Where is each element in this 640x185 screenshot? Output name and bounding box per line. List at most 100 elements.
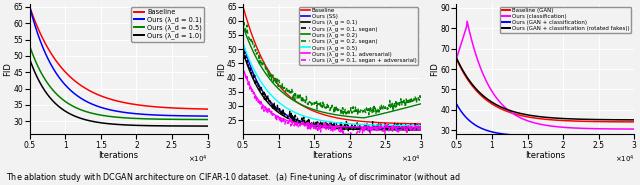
Line: Ours (λ_d = 0.5): Ours (λ_d = 0.5) bbox=[29, 46, 207, 120]
Ours (λ_g = 0.5) bbox=[367, 124, 375, 126]
Ours (λ_g = 0.1, segan) bbox=[297, 120, 305, 122]
X-axis label: Iterations: Iterations bbox=[99, 151, 139, 160]
Ours (λ_g = 0.5) bbox=[351, 123, 359, 125]
Ours (λ_g = 0.2) bbox=[297, 103, 305, 106]
Ours (λ_g = 0.1, segan) bbox=[417, 125, 425, 127]
Ours (λ_g = 0.2) bbox=[260, 71, 268, 73]
Baseline bbox=[204, 108, 211, 110]
Ours (λ_g = 0.1, adversarial) bbox=[297, 123, 305, 125]
Baseline bbox=[297, 104, 305, 106]
Ours (SS) bbox=[367, 127, 375, 129]
Ours (classification) bbox=[582, 127, 590, 130]
Ours (classification) bbox=[581, 127, 589, 130]
Ours (λ_g = 0.1, segan + adversarial) bbox=[341, 138, 349, 140]
Ours (λ_g = 0.1, segan + adversarial) bbox=[417, 130, 425, 132]
Text: $\times10^4$: $\times10^4$ bbox=[614, 154, 634, 165]
Ours (SS) bbox=[310, 123, 317, 125]
Ours (SS) bbox=[297, 120, 305, 122]
Ours (λ_d = 0.5) bbox=[84, 111, 92, 113]
Ours (λ_g = 0.1, segan) bbox=[365, 131, 373, 133]
Ours (λ_g = 0.1, segan + adversarial) bbox=[260, 107, 268, 109]
X-axis label: Iterations: Iterations bbox=[525, 151, 565, 160]
Ours (λ_g = 0.1) bbox=[351, 128, 359, 130]
Line: Baseline: Baseline bbox=[243, 7, 421, 124]
Legend: Baseline, Ours (SS), Ours (λ_g = 0.1), Ours (λ_g = 0.1, segan), Ours (λ_g = 0.2): Baseline, Ours (SS), Ours (λ_g = 0.1), O… bbox=[300, 6, 418, 65]
Ours (classification) bbox=[511, 114, 518, 116]
Ours (λ_g = 0.2) bbox=[417, 103, 425, 105]
Ours (λ_g = 0.1) bbox=[239, 51, 247, 53]
Ours (λ_g = 0.1) bbox=[310, 125, 317, 127]
Ours (λ_g = 0.2) bbox=[351, 116, 359, 118]
Legend: Baseline (GAN), Ours (classification), Ours (GAN + classification), Ours (GAN + : Baseline (GAN), Ours (classification), O… bbox=[500, 6, 632, 33]
Ours (λ_g = 0.1, segan) bbox=[239, 48, 247, 50]
Line: Ours (λ_g = 0.2, segan): Ours (λ_g = 0.2, segan) bbox=[243, 17, 421, 115]
Ours (λ_g = 0.1, segan + adversarial) bbox=[239, 70, 247, 72]
Ours (λ_g = 0.1, adversarial) bbox=[369, 126, 376, 128]
Ours (λ_g = 0.1) bbox=[369, 129, 376, 131]
Line: Baseline (GAN): Baseline (GAN) bbox=[456, 59, 634, 122]
Baseline bbox=[351, 120, 359, 122]
Baseline bbox=[96, 95, 104, 97]
Line: Baseline: Baseline bbox=[29, 7, 207, 109]
Ours (λ_d = 0.5) bbox=[96, 114, 104, 116]
Ours (λ_g = 0.1, segan + adversarial) bbox=[297, 123, 305, 125]
Ours (λ_d = 0.1) bbox=[96, 106, 104, 108]
Line: Ours (λ_d = 0.1): Ours (λ_d = 0.1) bbox=[29, 7, 207, 116]
Ours (λ_g = 0.2, segan) bbox=[297, 95, 305, 97]
Ours (λ_g = 0.2) bbox=[368, 115, 376, 117]
Ours (λ_g = 0.1, segan) bbox=[369, 120, 376, 123]
X-axis label: Iterations: Iterations bbox=[312, 151, 352, 160]
Ours (λ_g = 0.1) bbox=[417, 129, 425, 131]
Ours (λ_g = 0.1, adversarial) bbox=[310, 124, 317, 127]
Ours (λ_d = 0.1) bbox=[154, 114, 162, 116]
Ours (classification) bbox=[474, 60, 482, 63]
Ours (SS) bbox=[239, 42, 247, 45]
Line: Ours (λ_g = 0.1, adversarial): Ours (λ_g = 0.1, adversarial) bbox=[243, 69, 421, 127]
Ours (GAN + classification (rotated fakes)) bbox=[630, 119, 638, 121]
Ours (λ_d = 1.0) bbox=[154, 125, 162, 127]
Ours (GAN + classification (rotated fakes)) bbox=[564, 118, 572, 120]
Ours (GAN + classification) bbox=[630, 135, 638, 137]
Baseline bbox=[47, 52, 55, 55]
Text: $\times10^4$: $\times10^4$ bbox=[188, 154, 207, 165]
Ours (SS) bbox=[351, 127, 359, 129]
Ours (GAN + classification) bbox=[511, 134, 518, 136]
Ours (λ_d = 0.1) bbox=[204, 115, 211, 117]
Ours (λ_d = 0.5) bbox=[155, 118, 163, 120]
Ours (λ_d = 0.1) bbox=[84, 101, 92, 103]
Line: Ours (GAN + classification (rotated fakes)): Ours (GAN + classification (rotated fake… bbox=[456, 58, 634, 120]
Y-axis label: FID: FID bbox=[3, 62, 12, 76]
Baseline bbox=[417, 123, 425, 125]
Ours (λ_g = 0.2, segan) bbox=[310, 104, 317, 107]
Baseline (GAN) bbox=[452, 58, 460, 60]
Ours (λ_d = 1.0) bbox=[47, 98, 55, 100]
Ours (λ_d = 1.0) bbox=[155, 125, 163, 127]
Baseline bbox=[239, 6, 247, 8]
Ours (λ_d = 0.1) bbox=[47, 64, 55, 66]
Ours (λ_g = 0.2, segan) bbox=[365, 114, 372, 116]
Y-axis label: FID: FID bbox=[217, 62, 226, 76]
Ours (classification) bbox=[452, 58, 460, 60]
Ours (λ_d = 1.0) bbox=[96, 122, 104, 124]
Line: Ours (λ_g = 0.1, segan + adversarial): Ours (λ_g = 0.1, segan + adversarial) bbox=[243, 71, 421, 139]
Ours (λ_g = 0.1, segan + adversarial) bbox=[368, 127, 376, 130]
Baseline (GAN) bbox=[582, 120, 589, 122]
Ours (λ_g = 0.1) bbox=[367, 129, 375, 131]
Ours (λ_d = 0.1) bbox=[155, 114, 163, 116]
Ours (λ_g = 0.1, adversarial) bbox=[239, 68, 247, 70]
Ours (λ_g = 0.1, segan + adversarial) bbox=[369, 126, 376, 128]
Ours (λ_d = 1.0) bbox=[84, 119, 92, 121]
Ours (classification) bbox=[630, 128, 638, 130]
Ours (λ_g = 0.2) bbox=[360, 117, 368, 119]
Ours (GAN + classification) bbox=[523, 134, 531, 137]
Ours (λ_d = 1.0) bbox=[26, 58, 33, 60]
Baseline bbox=[84, 89, 92, 91]
Y-axis label: FID: FID bbox=[430, 62, 439, 76]
Ours (GAN + classification (rotated fakes)) bbox=[452, 57, 460, 59]
Line: Ours (λ_g = 0.2): Ours (λ_g = 0.2) bbox=[243, 26, 421, 118]
Ours (λ_g = 0.2) bbox=[239, 25, 247, 28]
Baseline (GAN) bbox=[523, 116, 531, 118]
Ours (λ_g = 0.5) bbox=[239, 42, 247, 45]
Ours (GAN + classification) bbox=[452, 102, 460, 105]
Baseline bbox=[154, 106, 162, 108]
